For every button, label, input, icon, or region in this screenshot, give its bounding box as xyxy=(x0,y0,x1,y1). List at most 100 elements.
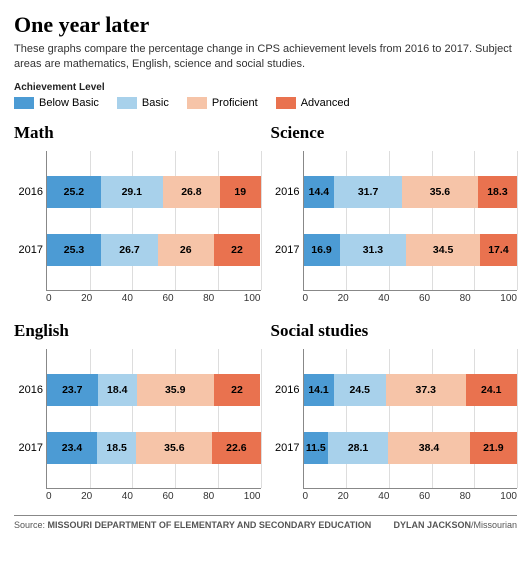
source-label: Source: xyxy=(14,520,45,530)
x-tick: 20 xyxy=(338,293,349,304)
year-label: 2016 xyxy=(270,186,300,198)
gridline xyxy=(474,151,475,290)
gridline xyxy=(90,151,91,290)
bar-segment: 19 xyxy=(220,176,261,208)
year-label: 2016 xyxy=(270,384,300,396)
bar-segment: 23.4 xyxy=(47,432,97,464)
x-tick: 20 xyxy=(338,491,349,502)
page-subtitle: These graphs compare the percentage chan… xyxy=(14,42,514,72)
x-tick: 40 xyxy=(122,293,133,304)
x-tick: 60 xyxy=(162,491,173,502)
bar-segment: 25.3 xyxy=(47,234,101,266)
x-tick: 100 xyxy=(244,491,261,502)
bar-segment: 17.4 xyxy=(480,234,517,266)
gridline xyxy=(132,151,133,290)
x-tick: 40 xyxy=(378,491,389,502)
year-label: 2017 xyxy=(270,442,300,454)
bar-segment: 28.1 xyxy=(328,432,388,464)
legend-label: Below Basic xyxy=(39,97,99,109)
year-label: 2016 xyxy=(13,384,43,396)
bar-segment: 26 xyxy=(158,234,214,266)
x-tick: 60 xyxy=(162,293,173,304)
bar-segment: 21.9 xyxy=(470,432,517,464)
legend-title: Achievement Level xyxy=(14,82,517,93)
bar-segment: 34.5 xyxy=(406,234,480,266)
bar-segment: 29.1 xyxy=(101,176,163,208)
x-axis-ticks: 020406080100 xyxy=(46,491,261,502)
year-label: 2017 xyxy=(13,442,43,454)
legend-swatch xyxy=(117,97,137,109)
bar-row: 11.528.138.421.9 xyxy=(304,432,518,464)
year-label: 2016 xyxy=(13,186,43,198)
x-tick: 100 xyxy=(500,293,517,304)
legend-item: Proficient xyxy=(187,97,258,109)
footer: Source: MISSOURI DEPARTMENT OF ELEMENTAR… xyxy=(14,515,517,530)
x-tick: 100 xyxy=(500,491,517,502)
x-axis-ticks: 020406080100 xyxy=(303,293,518,304)
bar-segment: 11.5 xyxy=(304,432,329,464)
x-tick: 0 xyxy=(303,491,309,502)
year-label: 2017 xyxy=(270,244,300,256)
x-tick: 40 xyxy=(378,293,389,304)
year-label: 2017 xyxy=(13,244,43,256)
chart: Math201625.229.126.819201725.326.7262202… xyxy=(14,123,261,309)
legend-swatch xyxy=(14,97,34,109)
chart-plot: 201623.718.435.922201723.418.535.622.6 xyxy=(46,349,261,489)
bar-row: 25.326.72622 xyxy=(47,234,261,266)
chart-plot: 201614.431.735.618.3201716.931.334.517.4 xyxy=(303,151,518,291)
bar-segment: 23.7 xyxy=(47,374,98,406)
bar-segment: 37.3 xyxy=(386,374,466,406)
x-tick: 80 xyxy=(203,293,214,304)
gridline xyxy=(474,349,475,488)
x-axis-ticks: 020406080100 xyxy=(46,293,261,304)
credit-org: /Missourian xyxy=(471,520,517,530)
bar-segment: 31.7 xyxy=(334,176,402,208)
chart-title: English xyxy=(14,321,261,341)
bar-segment: 35.9 xyxy=(137,374,214,406)
bar-segment: 18.3 xyxy=(478,176,517,208)
legend-label: Basic xyxy=(142,97,169,109)
bar-segment: 18.4 xyxy=(98,374,137,406)
x-tick: 0 xyxy=(46,491,52,502)
chart-title: Science xyxy=(271,123,518,143)
bar-segment: 35.6 xyxy=(136,432,212,464)
credit: DYLAN JACKSON/Missourian xyxy=(393,520,517,530)
legend-item: Advanced xyxy=(276,97,350,109)
x-tick: 20 xyxy=(81,293,92,304)
bar-row: 25.229.126.819 xyxy=(47,176,261,208)
bar-segment: 31.3 xyxy=(340,234,407,266)
gridline xyxy=(432,151,433,290)
gridline xyxy=(175,151,176,290)
source-text: MISSOURI DEPARTMENT OF ELEMENTARY AND SE… xyxy=(48,520,372,530)
bar-segment: 26.7 xyxy=(101,234,158,266)
x-tick: 80 xyxy=(460,491,471,502)
x-axis-ticks: 0 20 40 60 80 100 xyxy=(303,491,518,502)
bar-segment: 25.2 xyxy=(47,176,101,208)
x-tick: 20 xyxy=(81,491,92,502)
bar-segment: 38.4 xyxy=(388,432,470,464)
bar-segment: 26.8 xyxy=(163,176,220,208)
gridline xyxy=(346,349,347,488)
chart-plot: 201625.229.126.819201725.326.72622 xyxy=(46,151,261,291)
gridline xyxy=(432,349,433,488)
bar-segment: 35.6 xyxy=(402,176,478,208)
bar-row: 23.418.535.622.6 xyxy=(47,432,261,464)
chart: English201623.718.435.922201723.418.535.… xyxy=(14,321,261,507)
x-tick: 60 xyxy=(419,491,430,502)
chart-grid: Math201625.229.126.819201725.326.7262202… xyxy=(14,123,517,507)
x-tick: 80 xyxy=(460,293,471,304)
credit-name: DYLAN JACKSON xyxy=(393,520,471,530)
gridline xyxy=(517,151,518,290)
gridline xyxy=(261,151,262,290)
legend-swatch xyxy=(276,97,296,109)
chart: Social studies201614.124.537.324.1201711… xyxy=(271,321,518,507)
legend-item: Below Basic xyxy=(14,97,99,109)
x-tick: 60 xyxy=(419,293,430,304)
gridline xyxy=(389,349,390,488)
legend-item: Basic xyxy=(117,97,169,109)
gridline xyxy=(389,151,390,290)
bar-segment: 22 xyxy=(214,374,261,406)
x-tick: 80 xyxy=(203,491,214,502)
bar-segment: 14.4 xyxy=(304,176,335,208)
gridline xyxy=(218,349,219,488)
